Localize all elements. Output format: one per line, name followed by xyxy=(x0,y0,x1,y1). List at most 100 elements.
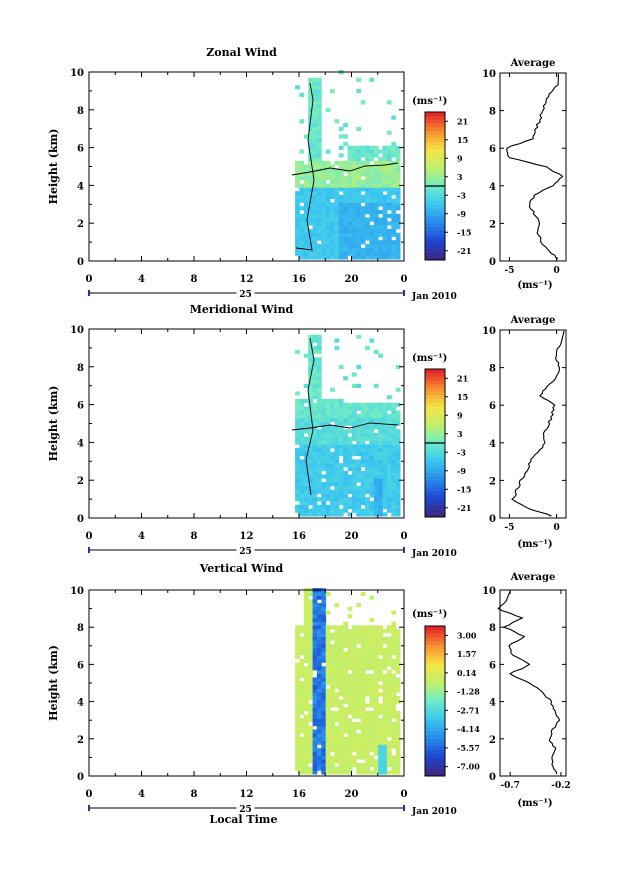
x-tick-label: 12 xyxy=(240,531,254,542)
colorbar-band xyxy=(425,394,445,399)
colorbar-band xyxy=(425,248,445,253)
colorbar-band xyxy=(425,498,445,503)
colorbar-band xyxy=(425,689,445,694)
colorbar-band xyxy=(425,487,445,492)
heatmap xyxy=(295,588,401,775)
colorbar-band xyxy=(425,494,445,499)
colorbar-band xyxy=(425,697,445,702)
colorbar-band xyxy=(425,431,445,436)
x-tick-label: 8 xyxy=(191,789,198,800)
colorbar-band xyxy=(425,682,445,687)
colorbar-band xyxy=(425,731,445,736)
colorbar-band xyxy=(425,712,445,717)
profile-x-tick-label: -5 xyxy=(504,523,514,533)
colorbar-unit: (ms⁻¹) xyxy=(412,353,447,364)
y-tick-label: 0 xyxy=(77,514,84,525)
colorbar-tick-label: -9 xyxy=(457,209,466,219)
month-label: Jan 2010 xyxy=(411,807,457,817)
profile-y-tick-label: 2 xyxy=(489,476,496,487)
profile-unit: (ms⁻¹) xyxy=(517,798,552,809)
colorbar-band xyxy=(425,380,445,385)
day-label: 25 xyxy=(239,805,252,815)
colorbar-band xyxy=(425,174,445,179)
x-tick-label: 0 xyxy=(86,789,93,800)
profile-frame xyxy=(499,329,567,519)
colorbar-band xyxy=(425,211,445,216)
colorbar-band xyxy=(425,252,445,257)
colorbar-band xyxy=(425,409,445,414)
colorbar-band xyxy=(425,219,445,224)
profile-y-tick-label: 4 xyxy=(489,439,496,450)
colorbar-band xyxy=(425,241,445,246)
profile-y-tick-label: 10 xyxy=(482,326,496,337)
y-tick-label: 4 xyxy=(77,438,84,449)
colorbar-band xyxy=(425,182,445,187)
colorbar-band xyxy=(425,648,445,653)
x-tick-label: 12 xyxy=(240,789,254,800)
colorbar-tick-label: -5.57 xyxy=(457,743,480,753)
profile-unit: (ms⁻¹) xyxy=(517,280,552,291)
colorbar-tick-label: 9 xyxy=(457,410,463,420)
x-tick-label: 16 xyxy=(292,274,306,285)
panel-2: Meridional Wind 0 2 4 6 8 10 Height (km) 0 4 8 12 16… xyxy=(47,303,567,559)
y-tick-label: 6 xyxy=(77,660,84,671)
colorbar-band xyxy=(425,656,445,661)
day-label: 25 xyxy=(239,290,252,300)
colorbar-band xyxy=(425,761,445,766)
day-label-bg xyxy=(236,804,255,812)
colorbar-band xyxy=(425,226,445,231)
colorbar-band xyxy=(425,424,445,429)
colorbar-band xyxy=(425,454,445,459)
colorbar-band xyxy=(425,413,445,418)
x-tick-label: 4 xyxy=(138,789,145,800)
y-axis-label: Height (km) xyxy=(47,645,60,721)
panel-title: Vertical Wind xyxy=(199,562,284,575)
colorbar-band xyxy=(425,708,445,713)
colorbar: 21 15 9 3 -3 -9 -15 -21 (ms⁻¹) xyxy=(412,353,471,518)
colorbar-band xyxy=(425,376,445,381)
colorbar-band xyxy=(425,137,445,142)
colorbar-band xyxy=(425,126,445,131)
colorbar-band xyxy=(425,734,445,739)
colorbar-frame xyxy=(424,625,446,777)
colorbar-band xyxy=(425,160,445,165)
colorbar-band xyxy=(425,686,445,691)
y-axis-label: Height (km) xyxy=(47,386,60,462)
colorbar-band xyxy=(425,727,445,732)
colorbar-band xyxy=(425,208,445,213)
colorbar-band xyxy=(425,491,445,496)
colorbar-band xyxy=(425,439,445,444)
x-tick-label: 0 xyxy=(401,789,408,800)
colorbar-band xyxy=(425,189,445,194)
zero-contour-vertical xyxy=(305,337,315,496)
colorbar-band xyxy=(425,245,445,250)
average-title: Average xyxy=(510,58,556,69)
colorbar-band xyxy=(425,391,445,396)
profile-y-tick-label: 10 xyxy=(482,69,496,80)
colorbar-band xyxy=(425,197,445,202)
colorbar-tick-label: 3 xyxy=(457,172,463,182)
y-tick-label: 6 xyxy=(77,144,84,155)
colorbar-band xyxy=(425,200,445,205)
x-tick-label: 0 xyxy=(401,531,408,542)
profile-y-tick-label: 2 xyxy=(489,219,496,230)
profile-y-tick-label: 0 xyxy=(489,514,496,525)
colorbar-band xyxy=(425,468,445,473)
colorbar-band xyxy=(425,483,445,488)
colorbar-band xyxy=(425,234,445,239)
profile-y-tick-label: 6 xyxy=(489,660,496,671)
colorbar-band xyxy=(425,626,445,631)
x-tick-label: 4 xyxy=(138,531,145,542)
colorbar-band xyxy=(425,663,445,668)
colorbar-band xyxy=(425,472,445,477)
colorbar-band xyxy=(425,480,445,484)
y-tick-label: 0 xyxy=(77,772,84,783)
colorbar-band xyxy=(425,704,445,709)
profile-y-tick-label: 0 xyxy=(489,772,496,783)
zero-contour xyxy=(291,422,399,431)
panel-title: Meridional Wind xyxy=(190,303,294,316)
y-tick-label: 6 xyxy=(77,401,84,412)
